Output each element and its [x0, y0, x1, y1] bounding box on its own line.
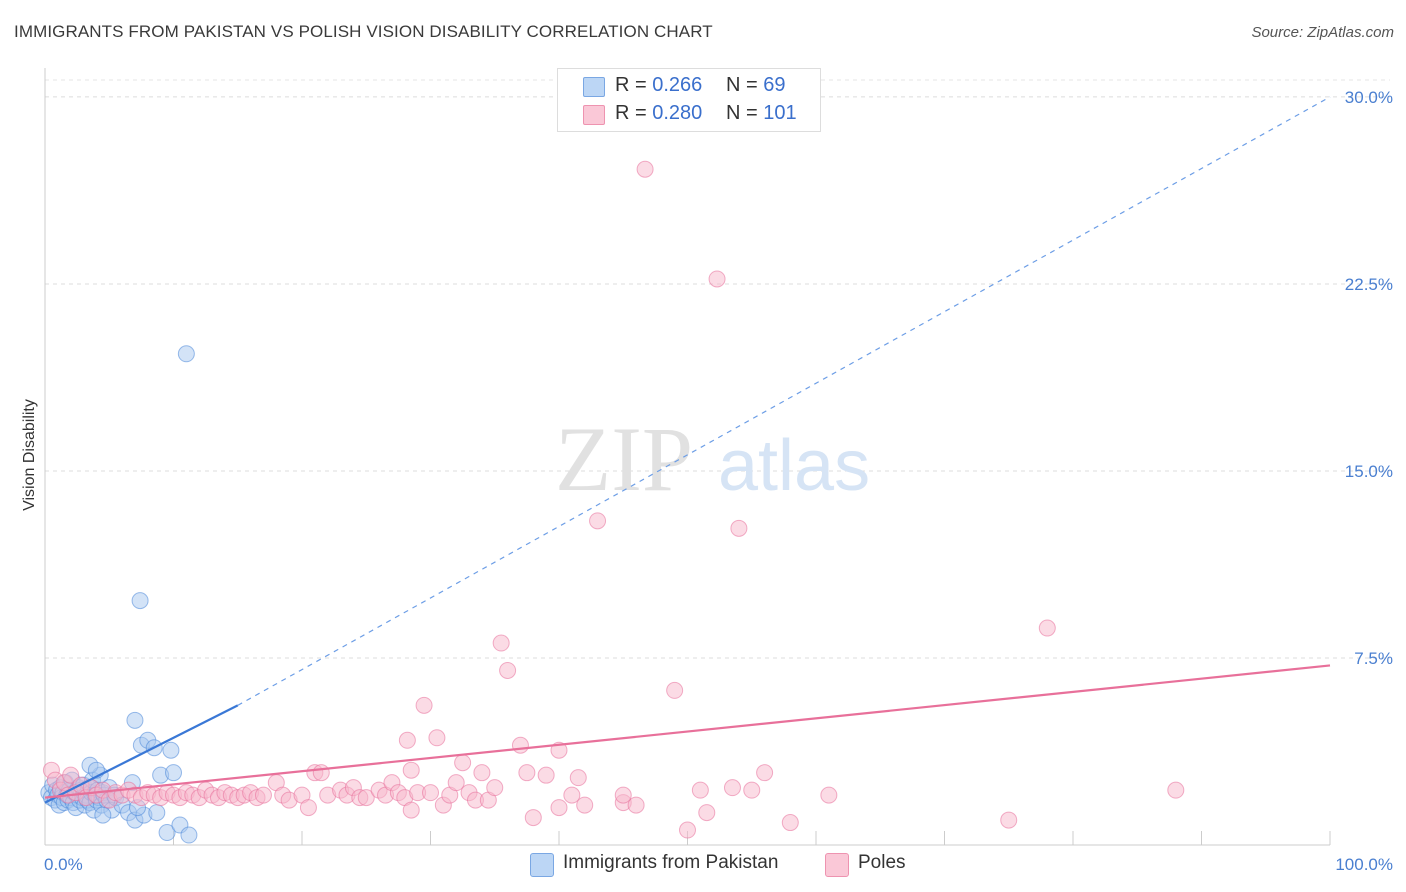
poles-point-77: [550, 799, 568, 817]
y-tick-label-3: 30.0%: [1345, 88, 1393, 107]
poles-point-94: [781, 814, 799, 832]
legend-swatch-pakistan: [583, 77, 605, 97]
pakistan-point-66: [177, 345, 195, 363]
pakistan-point-61: [158, 824, 176, 842]
watermark-atlas: atlas: [718, 426, 870, 506]
y-tick-label-0: 7.5%: [1354, 649, 1393, 668]
poles-point-95: [820, 786, 838, 804]
poles-point-80: [576, 796, 594, 814]
poles-point-72: [499, 661, 517, 679]
axes: [44, 68, 1331, 846]
pakistan-trend-extension: [237, 96, 1331, 706]
y-axis-title: Vision Disability: [21, 399, 38, 511]
poles-point-79: [569, 769, 587, 787]
poles-point-74: [518, 764, 536, 782]
poles-point-60: [422, 784, 439, 802]
legend: R = 0.266 N = 69 R = 0.280 N = 101: [557, 68, 821, 132]
poles-point-73: [511, 736, 529, 754]
poles-point-49: [357, 789, 375, 807]
pakistan-point-68: [131, 592, 149, 610]
poles-point-64: [447, 774, 465, 792]
bottom-legend-label-pakistan: Immigrants from Pakistan: [563, 852, 779, 873]
poles-point-86: [679, 821, 696, 839]
x-tick-labels: 0.0% 100.0%: [44, 855, 1393, 874]
poles-point-87: [691, 781, 709, 799]
poles-point-90: [723, 779, 741, 797]
poles-point-68: [473, 764, 491, 782]
poles-point-78: [563, 786, 581, 804]
poles-point-91: [730, 519, 748, 537]
poles-point-75: [524, 809, 542, 827]
poles-point-36: [254, 786, 272, 804]
legend-swatch-poles: [583, 105, 605, 125]
watermark: ZIP atlas: [555, 408, 870, 510]
watermark-zip: ZIP: [555, 408, 693, 510]
bottom-legend-swatch-poles: [825, 853, 849, 877]
legend-row-poles: R = 0.280 N = 101: [558, 101, 820, 127]
pakistan-point-48: [94, 806, 112, 824]
pakistan-trend-line: [44, 704, 239, 804]
poles-point-59: [415, 696, 433, 714]
grid-lines: [45, 79, 1390, 659]
poles-point-83: [627, 796, 645, 814]
series-poles-points: [42, 160, 1185, 839]
poles-point-81: [589, 512, 607, 530]
x-tick-label-0: 0.0%: [44, 855, 83, 874]
poles-point-98: [1167, 781, 1185, 799]
poles-point-41: [299, 799, 317, 817]
bottom-legend-label-poles: Poles: [858, 852, 906, 873]
poles-point-85: [666, 681, 684, 699]
legend-n-poles: N = 101: [726, 102, 797, 124]
legend-r-poles: R = 0.280: [615, 102, 703, 124]
series-pakistan-points: [40, 345, 198, 844]
bottom-legend-swatch-pakistan: [530, 853, 554, 877]
source-label: Source: ZipAtlas.com: [1251, 24, 1394, 41]
poles-point-71: [492, 634, 510, 652]
chart-title: IMMIGRANTS FROM PAKISTAN VS POLISH VISIO…: [14, 22, 713, 41]
y-tick-label-2: 22.5%: [1345, 275, 1393, 294]
poles-point-58: [402, 801, 420, 819]
poles-point-84: [636, 160, 654, 178]
poles-point-93: [756, 764, 774, 782]
pakistan-point-62: [162, 741, 180, 759]
poles-point-100: [614, 786, 632, 804]
poles-point-76: [537, 766, 555, 784]
pakistan-point-63: [165, 764, 182, 782]
poles-point-97: [1038, 619, 1056, 637]
trend-lines: [44, 96, 1331, 804]
poles-point-61: [428, 729, 446, 747]
poles-point-57: [398, 731, 416, 749]
poles-point-65: [454, 754, 472, 772]
pakistan-point-65: [180, 826, 198, 844]
poles-point-5: [62, 766, 80, 784]
legend-r-pakistan: R = 0.266: [615, 74, 703, 96]
poles-point-43: [312, 764, 330, 782]
poles-point-55: [402, 761, 420, 779]
poles-point-89: [708, 270, 726, 288]
legend-row-pakistan: R = 0.266 N = 69: [558, 73, 820, 99]
pakistan-point-67: [126, 711, 144, 729]
y-tick-label-1: 15.0%: [1345, 462, 1393, 481]
pakistan-point-57: [148, 804, 166, 822]
x-tick-label-1: 100.0%: [1335, 855, 1393, 874]
y-tick-labels: 7.5% 15.0% 22.5% 30.0%: [1345, 88, 1393, 668]
poles-point-96: [1000, 811, 1018, 829]
poles-point-88: [698, 804, 716, 822]
poles-point-70: [486, 779, 504, 797]
poles-point-92: [743, 781, 761, 799]
legend-n-pakistan: N = 69: [726, 74, 786, 96]
poles-trend-line: [44, 664, 1331, 799]
